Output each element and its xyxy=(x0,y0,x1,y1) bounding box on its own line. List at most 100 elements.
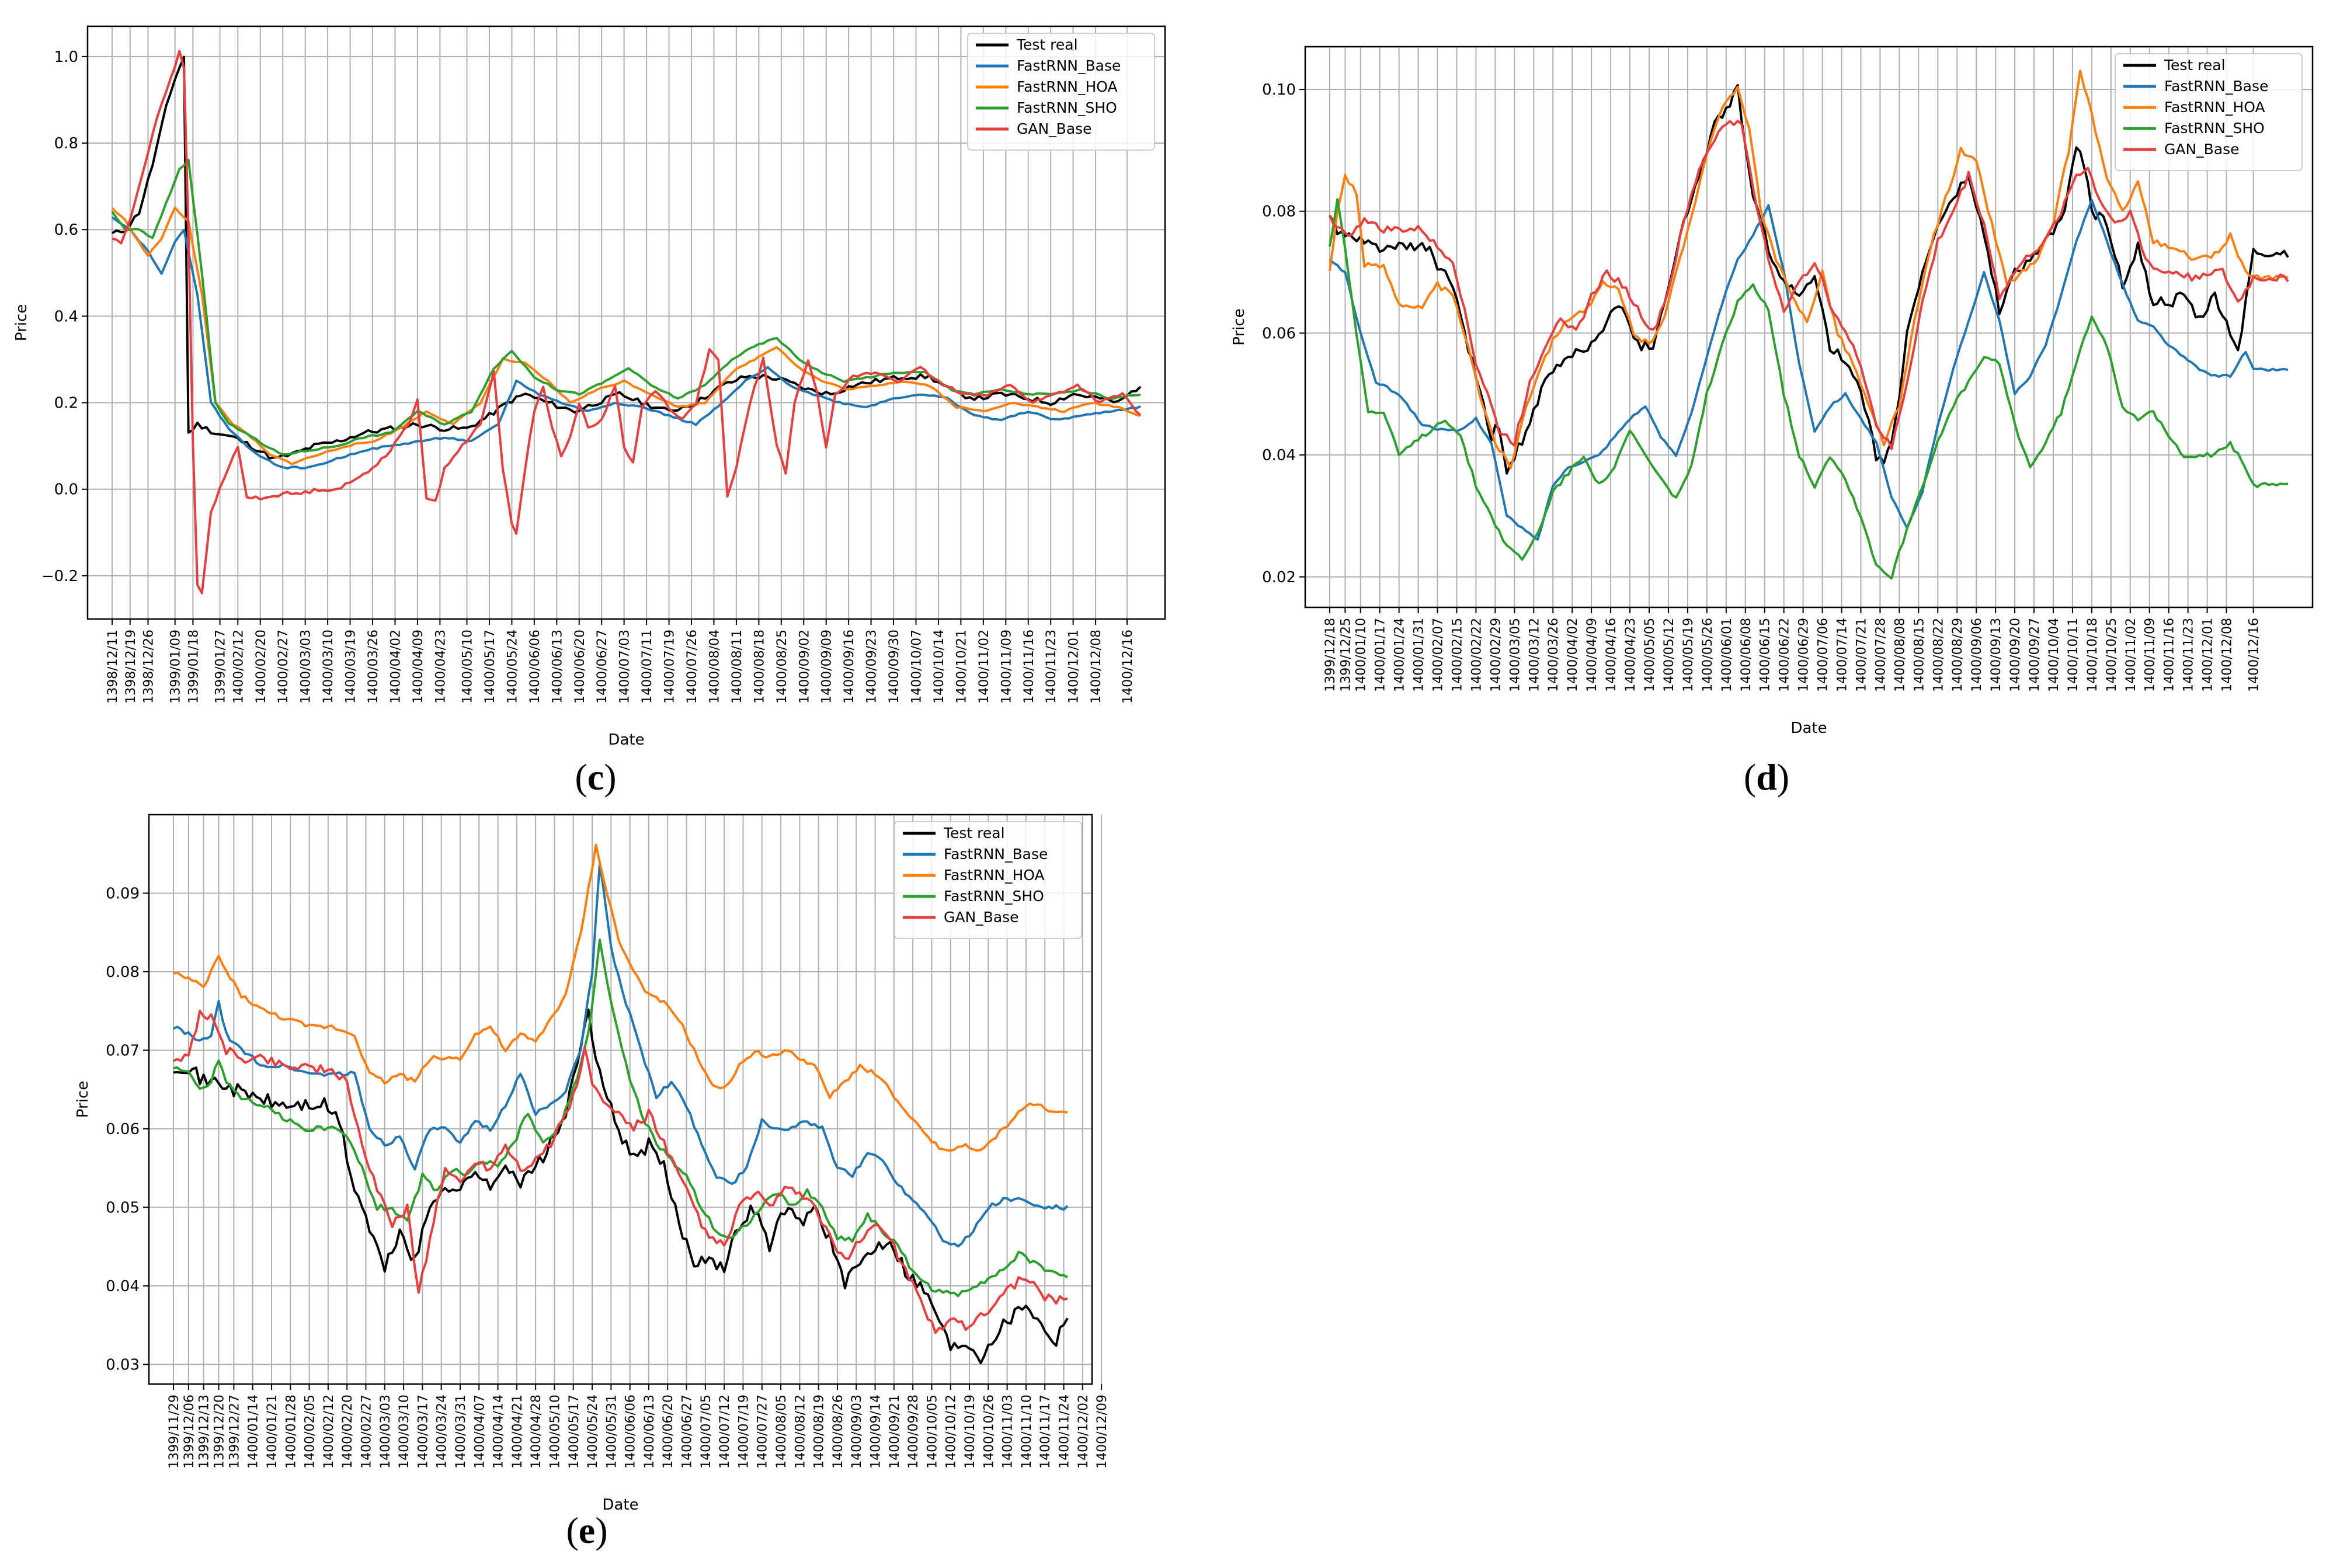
series-line-fastrnn-hoa xyxy=(1329,69,2289,470)
x-tick-label: 1400/02/12 xyxy=(231,630,246,704)
x-tick-label: 1400/06/13 xyxy=(642,1395,657,1469)
x-tick-label: 1400/10/04 xyxy=(2047,618,2061,692)
x-tick-label: 1400/08/26 xyxy=(831,1395,846,1469)
x-tick-label: 1400/02/22 xyxy=(1469,618,1484,692)
x-tick-label: 1400/05/24 xyxy=(586,1395,600,1469)
x-tick-label: 1400/04/23 xyxy=(433,630,448,704)
x-tick-label: 1398/12/19 xyxy=(124,630,138,704)
x-tick-label: 1400/07/21 xyxy=(1854,618,1869,692)
x-tick-label: 1400/05/24 xyxy=(505,630,520,704)
x-tick-label: 1400/02/29 xyxy=(1489,618,1503,692)
x-tick-label: 1400/05/26 xyxy=(1701,618,1715,692)
y-tick-label: 0.06 xyxy=(106,1121,140,1138)
x-tick-label: 1400/09/06 xyxy=(1970,618,1984,692)
x-tick-label: 1400/06/15 xyxy=(1758,618,1773,692)
x-tick-label: 1399/12/13 xyxy=(197,1395,212,1469)
y-tick-label: 0.04 xyxy=(1262,447,1296,464)
x-tick-label: 1400/11/09 xyxy=(2143,618,2158,692)
x-tick-label: 1400/10/11 xyxy=(2066,618,2081,692)
x-tick-label: 1400/09/16 xyxy=(842,630,857,704)
x-tick-label: 1400/03/26 xyxy=(366,630,381,704)
series-line-test-real xyxy=(1329,84,2289,475)
legend-label: FastRNN_Base xyxy=(2164,78,2268,95)
y-tick-label: 0.10 xyxy=(1262,81,1296,99)
y-tick-label: 0.04 xyxy=(106,1278,140,1295)
x-tick-label: 1400/07/14 xyxy=(1835,618,1850,692)
x-tick-label: 1400/07/26 xyxy=(685,630,700,704)
y-tick-label: 0.05 xyxy=(106,1199,140,1216)
x-tick-label: 1400/05/17 xyxy=(567,1395,582,1469)
x-tick-label: 1399/11/29 xyxy=(167,1395,182,1469)
x-tick-label: 1400/02/27 xyxy=(276,630,291,704)
legend-label: FastRNN_Base xyxy=(1017,57,1121,74)
legend: Test real FastRNN_Base FastRNN_HOA FastRNN_… xyxy=(894,821,1082,939)
x-tick-label: 1400/02/15 xyxy=(1450,618,1465,692)
x-tick-label: 1400/11/23 xyxy=(2182,618,2196,692)
legend-label: FastRNN_SHO xyxy=(2164,120,2265,137)
x-tick-label: 1400/09/03 xyxy=(850,1395,864,1469)
x-tick-label: 1400/09/28 xyxy=(906,1395,921,1469)
x-tick-label: 1399/01/09 xyxy=(169,630,183,704)
x-tick-label: 1398/12/26 xyxy=(142,630,157,704)
y-tick-label: 0.08 xyxy=(106,964,140,981)
x-tick-label: 1400/04/23 xyxy=(1623,618,1638,692)
x-tick-label: 1400/05/05 xyxy=(1643,618,1657,692)
x-tick-label: 1400/11/10 xyxy=(1020,1395,1034,1469)
legend-box xyxy=(2115,53,2303,171)
x-tick-label: 1400/09/27 xyxy=(2028,618,2042,692)
y-tick-label: 0.6 xyxy=(54,221,78,239)
legend-label: Test real xyxy=(1016,36,1078,53)
panel-caption-c: (c) xyxy=(575,756,616,798)
axes-frame xyxy=(86,25,1166,620)
x-tick-label: 1400/02/27 xyxy=(359,1395,374,1469)
x-tick-label: 1400/02/05 xyxy=(303,1395,318,1469)
series-line-fastrnn-sho xyxy=(173,938,1068,1298)
x-tick-label: 1400/07/06 xyxy=(1816,618,1831,692)
x-tick-label: 1400/12/16 xyxy=(2247,618,2262,692)
axes-frame xyxy=(148,813,1093,1385)
legend-box xyxy=(967,33,1155,151)
x-tick-label: 1399/01/27 xyxy=(214,630,228,704)
x-tick-label: 1400/10/18 xyxy=(2085,618,2100,692)
series-line-test-real xyxy=(173,1009,1069,1365)
panel-caption-d: (d) xyxy=(1744,756,1789,798)
panel-caption-e-letter: e xyxy=(579,1510,595,1551)
x-tick-label: 1400/10/26 xyxy=(982,1395,996,1469)
charts-layer: 1398/12/11 1398/12/19 1398/12/26 1399/01/09… xyxy=(13,25,2314,1514)
x-axis-label: Date xyxy=(608,731,644,749)
x-tick-label: 1400/03/03 xyxy=(378,1395,393,1469)
x-tick-label: 1400/04/09 xyxy=(1585,618,1600,692)
x-tick-label: 1400/12/16 xyxy=(1121,630,1135,704)
x-tick-label: 1400/08/22 xyxy=(1931,618,1946,692)
x-tick-label: 1400/08/18 xyxy=(752,630,767,704)
x-tick-label: 1400/06/01 xyxy=(1720,618,1734,692)
x-axis-label: Date xyxy=(1790,719,1827,737)
chart-d: 1399/12/18 1399/12/25 1400/01/10 1400/01/17… xyxy=(1230,46,2314,737)
x-tick-label: 1400/06/20 xyxy=(661,1395,676,1469)
x-tick-label: 1400/01/17 xyxy=(1374,618,1388,692)
x-tick-label: 1400/09/14 xyxy=(869,1395,884,1469)
legend-label: FastRNN_SHO xyxy=(1017,99,1117,116)
x-tick-label: 1400/06/13 xyxy=(550,630,565,704)
x-tick-label: 1400/08/04 xyxy=(707,630,722,704)
panel-caption-c-letter: c xyxy=(587,756,604,798)
x-tick-label: 1400/04/16 xyxy=(1604,618,1619,692)
x-tick-label: 1400/04/02 xyxy=(388,630,403,704)
x-tick-label: 1400/10/21 xyxy=(954,630,969,704)
x-tick-label: 1400/03/31 xyxy=(454,1395,468,1469)
x-tick-label: 1400/04/14 xyxy=(492,1395,506,1469)
x-tick-label: 1400/07/27 xyxy=(756,1395,770,1469)
legend-label: FastRNN_HOA xyxy=(2164,99,2265,116)
x-tick-label: 1400/12/01 xyxy=(1067,630,1082,704)
x-tick-label: 1400/08/19 xyxy=(812,1395,827,1469)
legend: Test real FastRNN_Base FastRNN_HOA FastRNN_… xyxy=(967,33,1155,151)
x-tick-label: 1400/03/24 xyxy=(435,1395,450,1469)
x-tick-label: 1400/09/02 xyxy=(797,630,812,704)
x-tick-label: 1400/07/03 xyxy=(618,630,632,704)
y-tick-label: 0.02 xyxy=(1262,569,1296,586)
x-tick-label: 1400/07/28 xyxy=(1873,618,1888,692)
x-tick-label: 1400/08/12 xyxy=(793,1395,808,1469)
chart-c: 1398/12/11 1398/12/19 1398/12/26 1399/01/09… xyxy=(13,25,1166,749)
legend-label: FastRNN_HOA xyxy=(944,867,1045,884)
y-tick-label: −0.2 xyxy=(41,568,78,585)
